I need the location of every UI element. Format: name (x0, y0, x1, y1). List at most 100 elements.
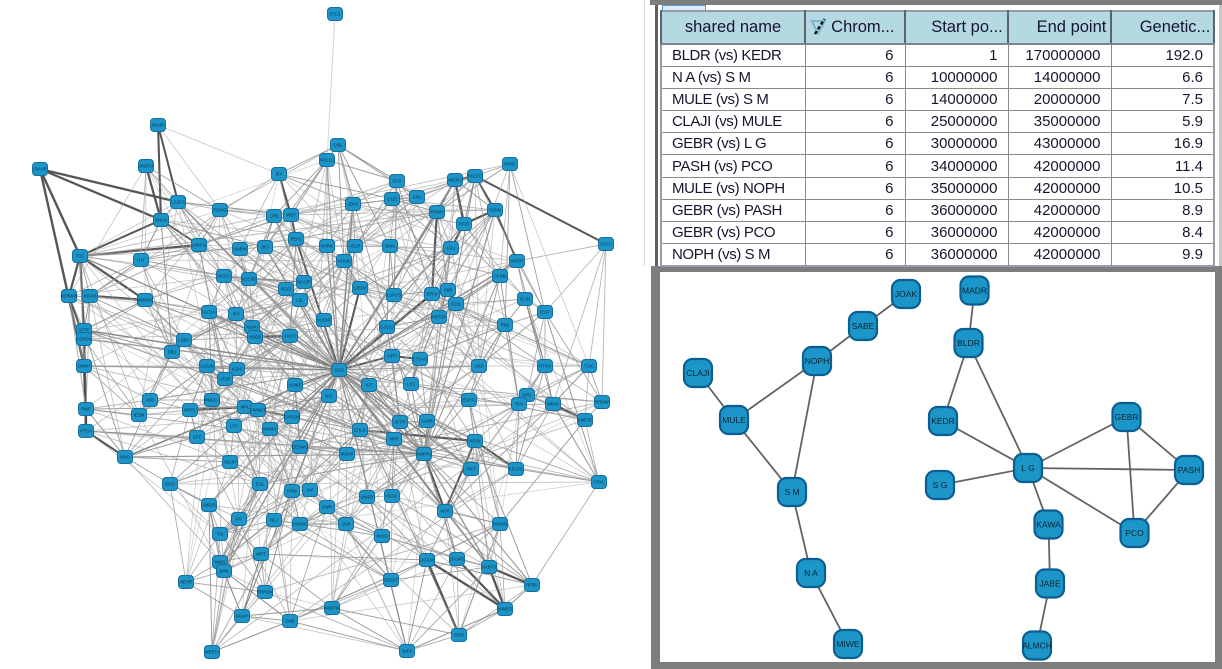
svg-text:WRT: WRT (256, 552, 266, 557)
svg-text:CFSM: CFSM (494, 274, 506, 279)
svg-text:IFH: IFH (233, 312, 240, 317)
svg-text:GKU: GKU (412, 195, 421, 200)
svg-text:WFDP: WFDP (511, 259, 524, 264)
svg-text:HJT: HJT (137, 258, 145, 263)
svg-text:MIWE: MIWE (836, 639, 859, 649)
svg-text:EWR: EWR (322, 505, 332, 510)
svg-text:NCRWW: NCRWW (61, 294, 78, 299)
svg-text:NSBTW: NSBTW (324, 606, 339, 611)
svg-text:ONNH: ONNH (78, 364, 90, 369)
svg-text:KMETF: KMETF (578, 418, 593, 423)
svg-text:KJDS: KJDS (232, 367, 243, 372)
svg-text:NCCU: NCCU (218, 274, 230, 279)
svg-text:AELR: AELR (350, 244, 361, 249)
svg-text:RRROM: RRROM (257, 590, 273, 595)
svg-text:PTCA: PTCA (80, 429, 91, 434)
svg-text:LTH: LTH (230, 424, 238, 429)
svg-text:LGJCC: LGJCC (171, 200, 185, 205)
svg-text:CTUAG: CTUAG (413, 357, 428, 362)
svg-text:EARGW: EARGW (284, 415, 300, 420)
svg-text:IEDM: IEDM (134, 413, 145, 418)
svg-text:NLJ: NLJ (270, 518, 277, 523)
svg-text:MWMSE: MWMSE (137, 298, 154, 303)
svg-text:DMK: DMK (219, 569, 229, 574)
svg-text:L G: L G (1021, 463, 1034, 473)
svg-text:RWE: RWE (81, 407, 91, 412)
svg-text:RPAIO: RPAIO (84, 294, 97, 299)
svg-text:BWO: BWO (120, 455, 131, 460)
svg-text:MULE: MULE (722, 415, 746, 425)
svg-text:NNBW: NNBW (234, 247, 247, 252)
svg-text:PCO: PCO (1125, 528, 1144, 538)
svg-text:LUFGS: LUFGS (387, 293, 401, 298)
svg-text:NJAKI: NJAKI (246, 325, 258, 330)
svg-text:RFBD: RFBD (526, 583, 537, 588)
svg-text:IEA: IEA (276, 172, 283, 177)
svg-text:S M: S M (784, 487, 799, 497)
svg-text:SADR: SADR (421, 419, 433, 424)
svg-text:CPKL: CPKL (594, 480, 606, 485)
svg-text:KECHL: KECHL (509, 467, 524, 472)
svg-text:ETLG: ETLG (330, 12, 341, 17)
svg-text:SKUP: SKUP (224, 460, 236, 465)
svg-text:ERIS: ERIS (454, 633, 464, 638)
svg-text:RGOI: RGOI (281, 287, 292, 292)
svg-text:JAOO: JAOO (284, 334, 296, 339)
svg-text:UTB: UTB (270, 214, 279, 219)
svg-text:HGSTC: HGSTC (468, 174, 483, 179)
svg-text:WHJR: WHJR (152, 123, 164, 128)
svg-text:UUP: UUP (342, 522, 351, 527)
svg-text:BLDR: BLDR (957, 338, 980, 348)
svg-text:MADR: MADR (962, 286, 987, 296)
svg-text:CGHCK: CGHCK (76, 337, 91, 342)
svg-text:AMBJS: AMBJS (202, 503, 216, 508)
svg-text:NEHR: NEHR (180, 580, 192, 585)
svg-text:SFFR: SFFR (395, 420, 406, 425)
svg-text:LHKFG: LHKFG (192, 243, 206, 248)
svg-text:JUFP: JUFP (402, 649, 413, 654)
svg-text:RRMW: RRMW (595, 400, 609, 405)
svg-text:GCS: GCS (392, 179, 401, 184)
svg-text:ISOIC: ISOIC (386, 494, 397, 499)
svg-text:SBB: SBB (444, 288, 453, 293)
svg-text:AIPTI: AIPTI (387, 354, 397, 359)
svg-text:TAI: TAI (217, 532, 223, 537)
svg-text:TKH: TKH (515, 402, 523, 407)
svg-text:KUUB: KUUB (338, 259, 350, 264)
svg-text:GFE: GFE (193, 435, 202, 440)
svg-text:UUIKE: UUIKE (289, 383, 302, 388)
svg-text:PASH: PASH (1178, 465, 1201, 475)
svg-text:IKHIU: IKHIU (376, 534, 387, 539)
svg-text:WBT: WBT (286, 213, 296, 218)
svg-text:WEETA: WEETA (205, 650, 220, 655)
svg-text:RTKH: RTKH (539, 364, 550, 369)
svg-text:GINK: GINK (385, 244, 395, 249)
svg-text:SCIM: SCIM (520, 297, 531, 302)
svg-text:LHJ: LHJ (407, 382, 414, 387)
svg-text:HABTG: HABTG (482, 565, 496, 570)
svg-text:FNOKD: FNOKD (493, 522, 508, 527)
svg-text:S G: S G (933, 480, 948, 490)
svg-text:GJCCJ: GJCCJ (380, 325, 394, 330)
svg-text:JDAF: JDAF (348, 202, 359, 207)
svg-text:CIBL: CIBL (333, 143, 343, 148)
svg-text:BIO: BIO (261, 245, 269, 250)
svg-text:KRW: KRW (287, 489, 297, 494)
svg-text:ITKT: ITKT (466, 467, 476, 472)
svg-text:LGU: LGU (447, 246, 456, 251)
svg-text:LEL: LEL (296, 298, 304, 303)
svg-text:ESHTL: ESHTL (462, 398, 476, 403)
svg-text:DTHJ: DTHJ (427, 292, 438, 297)
svg-text:FDUL: FDUL (451, 302, 463, 307)
svg-text:ALMCH: ALMCH (1022, 641, 1052, 651)
svg-text:NWPRA: NWPRA (416, 452, 432, 457)
svg-text:NOPH: NOPH (805, 356, 830, 366)
svg-text:NREE: NREE (184, 408, 196, 413)
svg-text:NRR: NRR (389, 437, 398, 442)
svg-text:NJC: NJC (325, 394, 333, 399)
svg-text:GEBR: GEBR (1114, 412, 1138, 422)
svg-text:KHRK: KHRK (321, 244, 333, 249)
svg-text:DGS: DGS (334, 368, 343, 373)
svg-text:NUUH: NUUH (236, 614, 248, 619)
svg-text:GBCKT: GBCKT (384, 578, 399, 583)
